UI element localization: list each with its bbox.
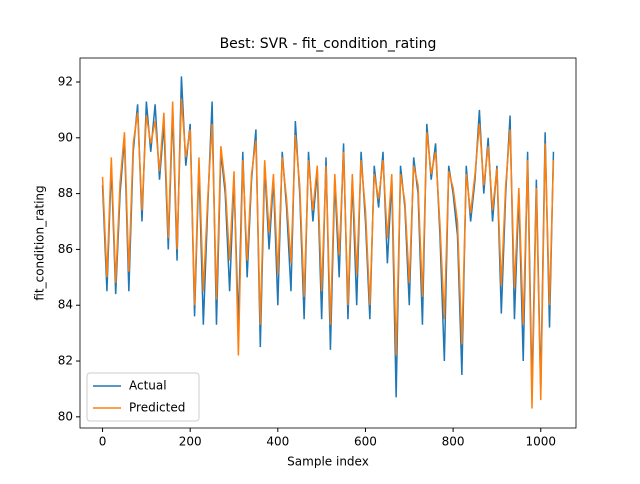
y-tick-label: 82	[58, 354, 73, 368]
y-tick-label: 80	[58, 409, 73, 423]
y-tick-label: 84	[58, 298, 73, 312]
y-tick-label: 88	[58, 186, 73, 200]
x-tick-label: 600	[354, 435, 377, 449]
y-tick-label: 86	[58, 242, 73, 256]
y-tick-label: 92	[58, 74, 73, 88]
y-axis-label: fit_condition_rating	[33, 185, 47, 300]
x-tick-label: 1000	[525, 435, 556, 449]
plot-frame	[79, 57, 577, 429]
legend-label: Predicted	[129, 401, 185, 415]
y-tick-label: 90	[58, 130, 73, 144]
legend-box	[86, 372, 200, 422]
x-tick-label: 400	[266, 435, 289, 449]
legend-label: Actual	[129, 379, 167, 393]
data-line	[101, 98, 555, 409]
x-axis-label: Sample index	[287, 455, 369, 469]
x-tick-label: 800	[442, 435, 465, 449]
x-tick-label: 0	[99, 435, 107, 449]
chart-title: Best: SVR - fit_condition_rating	[220, 36, 437, 52]
x-tick-label: 200	[179, 435, 202, 449]
